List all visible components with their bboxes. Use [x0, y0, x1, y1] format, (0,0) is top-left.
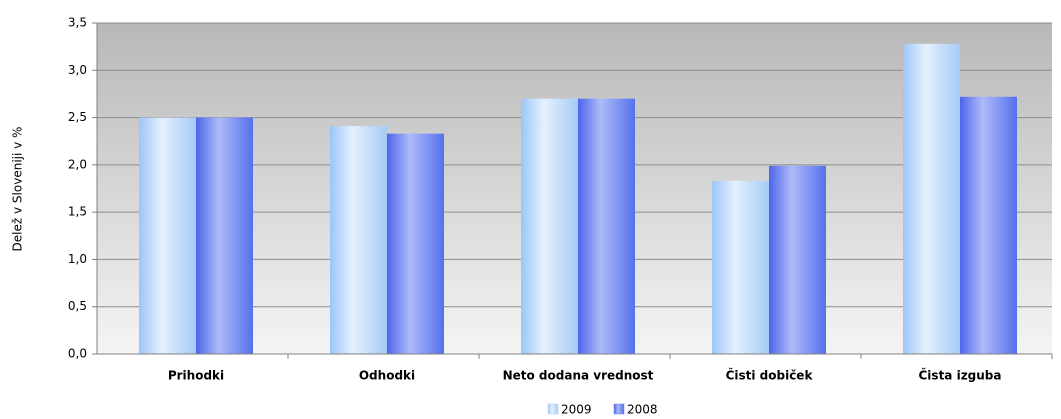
y-tick-label: 3,5 — [68, 16, 87, 30]
bar — [139, 117, 196, 354]
legend-swatch — [613, 403, 625, 415]
bar — [196, 117, 253, 354]
y-tick-label: 2,0 — [68, 157, 87, 171]
y-tick-label: 3,0 — [68, 63, 87, 77]
y-tick-label: 0,0 — [68, 347, 87, 361]
y-tick-label: 2,5 — [68, 110, 87, 124]
bar — [521, 98, 578, 355]
legend-label: 2009 — [561, 403, 592, 417]
x-tick-label: Prihodki — [168, 369, 224, 383]
bar — [578, 98, 635, 355]
y-tick-label: 1,5 — [68, 205, 87, 219]
bar — [903, 43, 960, 354]
y-tick-label: 1,0 — [68, 252, 87, 266]
y-tick-label: 0,5 — [68, 299, 87, 313]
x-tick-label: Čista izguba — [919, 368, 1002, 383]
legend-label: 2008 — [627, 403, 658, 417]
bar — [330, 126, 387, 354]
x-tick-label: Neto dodana vrednost — [503, 369, 654, 383]
bar — [960, 96, 1017, 354]
x-tick-label: Odhodki — [359, 369, 415, 383]
y-axis-label: Delež v Sloveniji v % — [11, 127, 25, 252]
legend-swatch — [547, 403, 559, 415]
bar — [387, 133, 444, 354]
bar — [769, 165, 826, 354]
x-tick-label: Čisti dobiček — [726, 368, 814, 383]
bar — [712, 180, 769, 354]
